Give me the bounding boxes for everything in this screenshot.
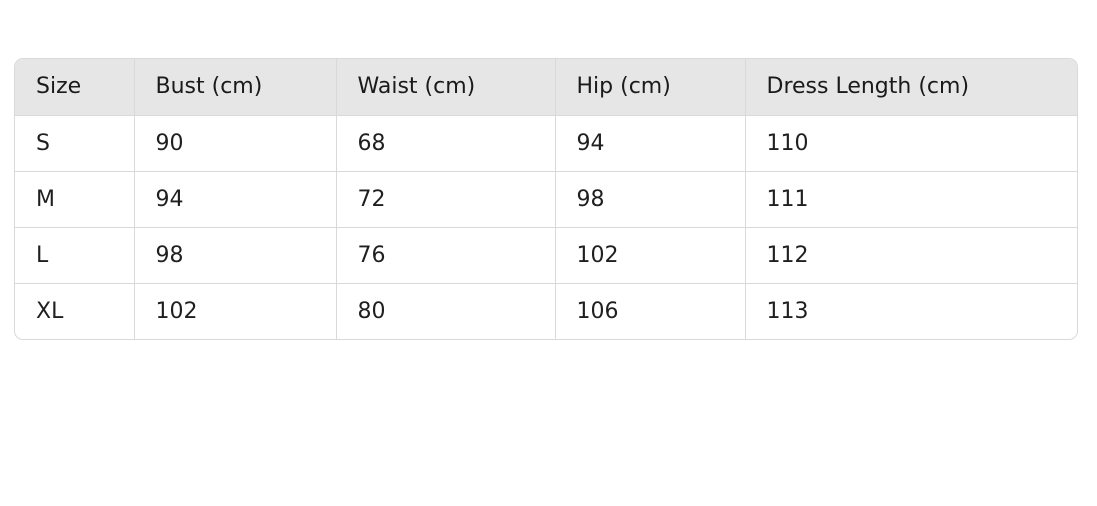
table-row: S 90 68 94 110 bbox=[15, 115, 1077, 172]
size-table: Size Bust (cm) Waist (cm) Hip (cm) Dress… bbox=[15, 59, 1077, 339]
cell-waist: 76 bbox=[336, 227, 556, 284]
cell-hip: 98 bbox=[555, 171, 746, 228]
cell-hip: 94 bbox=[555, 115, 746, 172]
cell-dress-length: 113 bbox=[766, 298, 809, 324]
header-hip: Hip (cm) bbox=[555, 59, 746, 116]
table-header-row: Size Bust (cm) Waist (cm) Hip (cm) Dress… bbox=[15, 59, 1077, 116]
cell-size: L bbox=[15, 227, 135, 284]
cell-size: XL bbox=[15, 283, 135, 339]
cell-waist: 72 bbox=[336, 171, 556, 228]
cell-hip: 106 bbox=[555, 283, 746, 339]
cell-bust: 90 bbox=[134, 115, 337, 172]
table-row: M 94 72 98 111 bbox=[15, 171, 1077, 228]
cell-hip: 102 bbox=[555, 227, 746, 284]
table-row: L 98 76 102 112 bbox=[15, 227, 1077, 284]
cell-dress-length: 111 bbox=[745, 171, 1077, 228]
header-size: Size bbox=[15, 59, 135, 116]
cell-size: S bbox=[15, 115, 135, 172]
cell-bust: 98 bbox=[134, 227, 337, 284]
cell-bust: 102 bbox=[134, 283, 337, 339]
table-row: XL 102 80 106 113 bbox=[15, 283, 1077, 339]
cell-size: M bbox=[15, 171, 135, 228]
cell-waist: 80 bbox=[336, 283, 556, 339]
cell-waist: 68 bbox=[336, 115, 556, 172]
cell-dress-length: 112 bbox=[745, 227, 1077, 284]
header-bust: Bust (cm) bbox=[134, 59, 337, 116]
header-waist: Waist (cm) bbox=[336, 59, 556, 116]
size-chart-table: Size Bust (cm) Waist (cm) Hip (cm) Dress… bbox=[14, 58, 1078, 340]
header-dress-length: Dress Length (cm) bbox=[745, 59, 1077, 116]
cell-bust: 94 bbox=[134, 171, 337, 228]
cell-dress-length: 110 bbox=[745, 115, 1077, 172]
